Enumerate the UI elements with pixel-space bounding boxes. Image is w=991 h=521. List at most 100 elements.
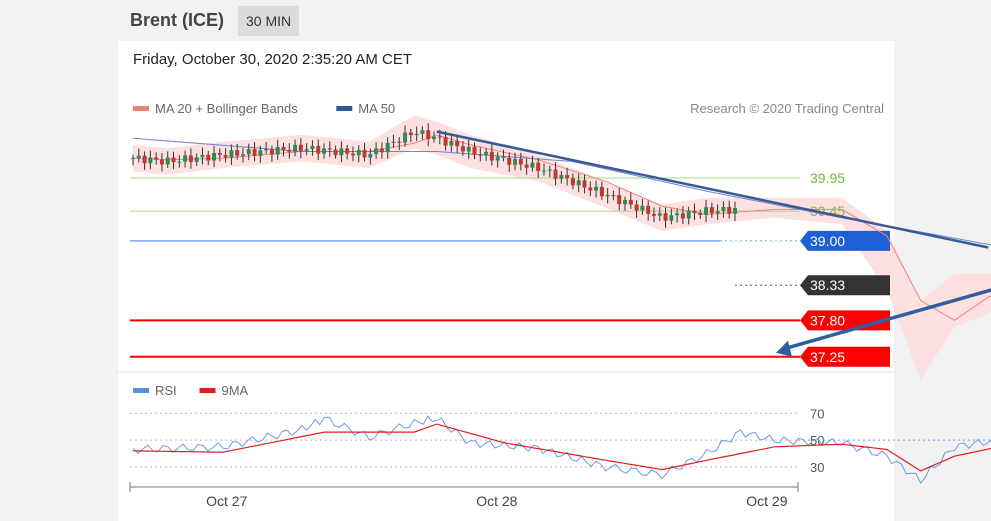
candle-body <box>449 141 454 146</box>
candle-body <box>403 132 408 143</box>
trend-line <box>436 130 989 249</box>
candle-body <box>287 150 292 152</box>
candle-body <box>212 153 217 161</box>
candle-body <box>252 149 257 156</box>
candle-body <box>524 164 529 168</box>
candle-body <box>327 148 332 150</box>
candle-body <box>269 149 274 155</box>
legend-swatch <box>336 106 353 111</box>
candle-body <box>339 148 344 156</box>
rsi-legend-swatch <box>199 388 216 393</box>
candle-body <box>275 146 280 155</box>
forecast-arrow-head <box>776 340 792 357</box>
candle-body <box>131 158 135 160</box>
forecast-arrow-shaft <box>783 288 991 351</box>
rsi-tick-label: 30 <box>810 460 824 475</box>
candle-body <box>640 205 645 211</box>
level-tag <box>800 275 890 296</box>
candle-body <box>495 156 500 161</box>
candle-body <box>489 151 494 161</box>
candle-body <box>733 208 737 214</box>
level-label: 38.33 <box>810 277 845 293</box>
candle-body <box>570 178 575 186</box>
candle-body <box>605 194 610 197</box>
candle-body <box>240 154 245 156</box>
candle-body <box>304 149 309 151</box>
candle-body <box>559 175 564 179</box>
candle-body <box>709 207 714 214</box>
candle-body <box>501 156 506 158</box>
rsi-ma9-line <box>133 423 991 472</box>
candle-body <box>142 155 147 164</box>
candle-body <box>229 150 234 158</box>
candle-body <box>611 194 616 196</box>
level-label: 39.00 <box>810 233 845 249</box>
candle-body <box>368 154 373 158</box>
x-tick-label: Oct 28 <box>476 493 517 509</box>
candle-body <box>264 149 269 151</box>
candle-body <box>316 145 321 154</box>
candle-body <box>698 213 703 215</box>
level-label: 39.95 <box>810 170 845 186</box>
candle-body <box>350 153 355 156</box>
candle-body <box>177 161 182 163</box>
candle-body <box>704 207 709 215</box>
candle-body <box>356 149 361 156</box>
candle-body <box>675 213 680 216</box>
candle-body <box>379 148 384 153</box>
candle-body <box>466 146 471 152</box>
interval-badge[interactable]: 30 MIN <box>238 6 300 36</box>
candle-body <box>362 149 367 158</box>
level-tag <box>800 230 890 251</box>
candle-body <box>258 150 263 156</box>
candle-body <box>165 157 170 165</box>
candle-body <box>599 186 604 197</box>
candle-body <box>293 144 298 152</box>
candle-body <box>727 206 732 214</box>
level-label: 37.80 <box>810 312 845 328</box>
candle-body <box>484 151 489 155</box>
candle-body <box>391 141 396 143</box>
candle-body <box>397 141 402 143</box>
candle-body <box>594 186 599 191</box>
chart-datetime: Friday, October 30, 2020 2:35:20 AM CET <box>133 51 413 68</box>
candle-body <box>333 149 338 156</box>
candle-body <box>206 154 211 161</box>
candle-body <box>322 148 327 154</box>
candle-body <box>217 153 222 155</box>
candle-body <box>628 199 633 205</box>
candle-body <box>443 137 448 146</box>
candle-body <box>171 157 176 163</box>
candle-body <box>159 159 164 165</box>
bollinger-band <box>133 115 991 380</box>
candle-body <box>617 195 622 205</box>
candle-body <box>298 144 303 151</box>
rsi-tick-label: 70 <box>810 406 824 421</box>
candle-body <box>385 142 390 153</box>
legend-label: MA 20 + Bollinger Bands <box>155 101 298 116</box>
candle-body <box>513 159 518 165</box>
chart-panel <box>118 0 894 521</box>
candle-body <box>651 213 656 216</box>
candle-body <box>223 154 228 158</box>
level-tag <box>800 346 890 367</box>
research-credit: Research © 2020 Trading Central <box>690 101 884 116</box>
candle-body <box>235 150 240 156</box>
candle-body <box>623 199 628 205</box>
candle-body <box>686 210 691 219</box>
candle-body <box>721 206 726 212</box>
candle-body <box>345 148 350 154</box>
candle-body <box>565 175 570 179</box>
candle-body <box>310 145 315 150</box>
rsi-legend-label: RSI <box>155 383 177 398</box>
candle-body <box>663 213 668 221</box>
candle-body <box>437 136 442 138</box>
rsi-legend-swatch <box>133 388 149 393</box>
candle-body <box>194 157 199 162</box>
candle-body <box>136 155 141 159</box>
candle-body <box>582 180 587 188</box>
candle-body <box>536 162 541 171</box>
candle-body <box>426 130 431 140</box>
candle-body <box>541 170 546 172</box>
candle-body <box>669 215 674 221</box>
